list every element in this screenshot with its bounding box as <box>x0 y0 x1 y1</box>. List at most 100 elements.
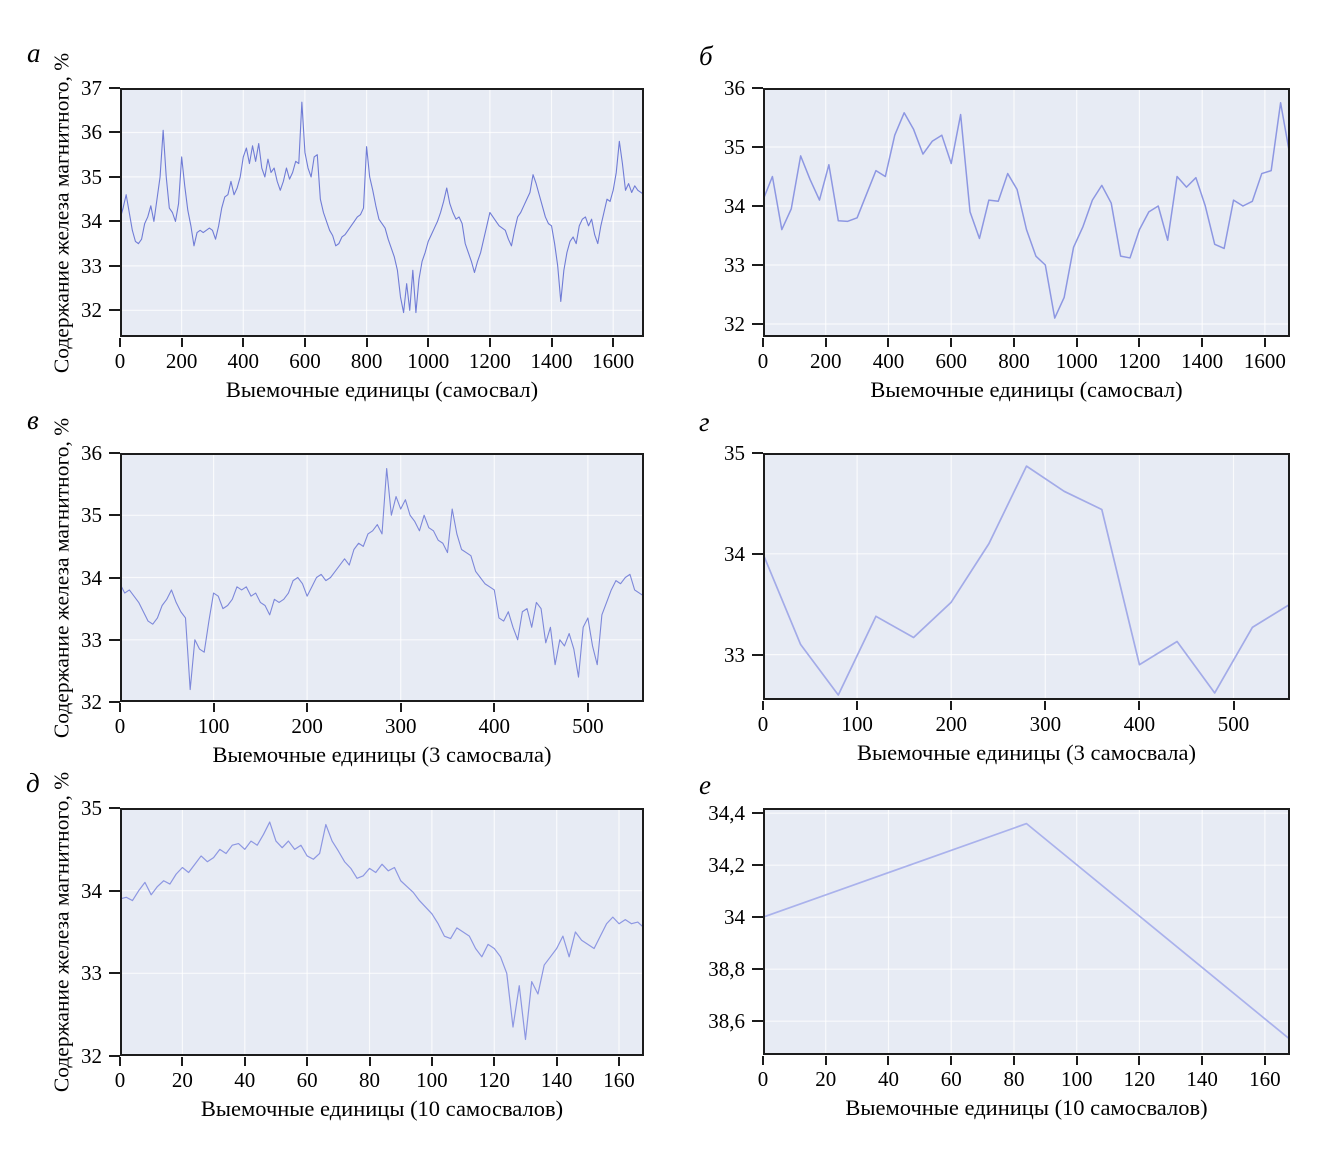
y-tick-label: 33 <box>81 627 102 652</box>
x-tick-mark <box>1044 701 1047 710</box>
x-tick-label: 800 <box>350 349 383 373</box>
y-tick-mark <box>109 972 120 975</box>
chart-svg <box>120 88 644 337</box>
x-tick-mark <box>399 703 402 712</box>
x-tick-mark <box>1075 338 1078 347</box>
y-tick-label: 35 <box>724 441 745 465</box>
y-tick-mark <box>109 1055 120 1057</box>
x-tick-label: 100 <box>1060 1067 1093 1091</box>
x-tick-label: 300 <box>384 714 417 738</box>
x-tick-label: 0 <box>757 1067 769 1091</box>
y-axis-title: Содержание железа магнитного, % <box>49 771 74 1093</box>
plot-area <box>120 808 644 1056</box>
y-tick-mark <box>109 87 120 89</box>
x-tick-mark <box>887 338 890 347</box>
x-tick-mark <box>242 338 245 347</box>
y-tick-label: 36 <box>724 76 745 100</box>
x-tick-label: 400 <box>872 349 905 373</box>
y-tick-label: 33 <box>81 253 102 278</box>
y-tick-mark <box>109 175 120 178</box>
x-tick-mark <box>1012 338 1015 347</box>
y-tick-label: 36 <box>81 120 102 145</box>
x-tick-mark <box>950 701 953 710</box>
y-tick-label: 35 <box>81 796 102 820</box>
x-tick-label: 1200 <box>1118 349 1161 373</box>
x-tick-label: 1600 <box>592 349 635 373</box>
y-tick-label: 34 <box>724 905 745 930</box>
y-tick-mark <box>752 323 763 326</box>
y-tick-label: 35 <box>81 503 102 528</box>
x-tick-label: 200 <box>291 714 323 738</box>
x-tick-mark <box>1263 338 1266 347</box>
data-series-line <box>120 101 644 314</box>
x-axis-title: Выемочные единицы (3 самосвала) <box>856 740 1197 765</box>
y-tick-mark <box>752 146 763 148</box>
plot-area <box>120 88 644 337</box>
x-tick-mark <box>1012 1056 1015 1065</box>
y-tick-label: 34,2 <box>708 853 745 878</box>
x-tick-label: 600 <box>289 349 321 373</box>
panel-letter-d: д <box>26 768 40 798</box>
x-tick-label: 200 <box>935 712 967 736</box>
x-tick-label: 40 <box>234 1068 256 1092</box>
x-tick-label: 600 <box>935 349 967 373</box>
x-tick-label: 100 <box>416 1068 448 1092</box>
x-axis-title: Выемочные единицы (10 самосвалов) <box>845 1095 1208 1120</box>
plot-background <box>763 808 1290 1055</box>
x-tick-mark <box>1201 338 1204 347</box>
panel-letter-b: б <box>699 41 713 71</box>
x-tick-mark <box>306 703 309 712</box>
x-tick-mark <box>824 338 827 347</box>
plot-border <box>120 808 644 1056</box>
x-tick-label: 1400 <box>530 349 573 373</box>
x-tick-mark <box>762 1056 764 1065</box>
x-tick-label: 0 <box>114 1068 126 1092</box>
data-series-line <box>120 468 644 691</box>
y-tick-mark <box>109 131 120 134</box>
x-tick-mark <box>303 338 306 347</box>
x-axis-title: Выемочные единицы (10 самосвалов) <box>200 1096 564 1121</box>
y-tick-mark <box>752 87 763 89</box>
x-tick-mark <box>824 1056 827 1065</box>
y-tick-label: 34 <box>724 194 745 218</box>
x-tick-mark <box>762 338 764 347</box>
y-tick-mark <box>109 220 120 223</box>
x-tick-label: 160 <box>603 1068 635 1092</box>
x-tick-label: 500 <box>572 714 604 738</box>
x-tick-label: 160 <box>1249 1067 1281 1091</box>
x-tick-label: 0 <box>114 349 126 373</box>
plot-border <box>763 808 1290 1055</box>
y-tick-label: 34,4 <box>708 801 745 826</box>
plot-border <box>120 453 644 702</box>
x-tick-label: 120 <box>478 1068 511 1092</box>
x-tick-label: 0 <box>757 712 769 736</box>
x-tick-label: 1200 <box>468 349 511 373</box>
x-tick-label: 200 <box>165 349 198 373</box>
x-tick-mark <box>550 338 553 347</box>
panel-letter-e: е <box>699 770 711 800</box>
panel-letter-v: в <box>27 405 39 435</box>
x-tick-label: 120 <box>1123 1067 1156 1091</box>
data-series-line <box>120 821 644 1041</box>
x-tick-mark <box>365 338 368 347</box>
plot-background <box>120 88 644 337</box>
y-tick-mark <box>752 812 763 815</box>
y-tick-mark <box>752 916 763 919</box>
x-tick-label: 500 <box>1217 712 1250 736</box>
x-tick-mark <box>212 703 215 712</box>
x-tick-label: 140 <box>1186 1067 1218 1091</box>
x-tick-label: 1400 <box>1181 349 1224 373</box>
y-tick-label: 35 <box>724 135 745 159</box>
x-tick-label: 60 <box>940 1067 962 1091</box>
data-series-line <box>763 102 1290 319</box>
x-tick-label: 1000 <box>1055 349 1098 373</box>
y-tick-mark <box>752 264 763 266</box>
panel-letter-a: а <box>27 38 41 68</box>
y-tick-mark <box>109 638 120 641</box>
x-tick-mark <box>612 338 615 347</box>
x-tick-mark <box>618 1057 621 1066</box>
x-tick-mark <box>586 703 589 712</box>
y-tick-label: 33 <box>81 961 102 986</box>
x-tick-mark <box>1232 701 1235 710</box>
plot-background <box>763 88 1290 337</box>
